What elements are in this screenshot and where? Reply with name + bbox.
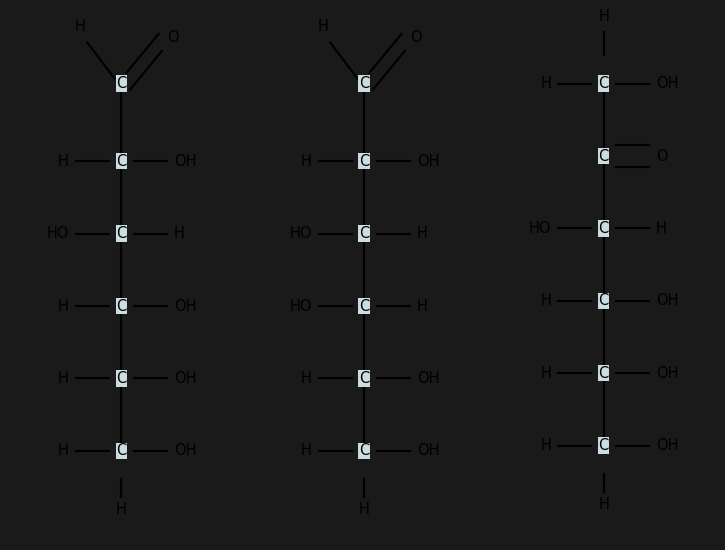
Text: C: C: [359, 226, 370, 241]
Text: OH: OH: [417, 154, 439, 169]
Text: HO: HO: [289, 299, 312, 314]
Text: OH: OH: [656, 76, 679, 91]
Text: H: H: [174, 226, 185, 241]
Text: HO: HO: [289, 226, 312, 241]
Text: H: H: [417, 226, 428, 241]
Text: OH: OH: [174, 371, 196, 386]
Text: H: H: [540, 293, 551, 309]
Text: H: H: [417, 299, 428, 314]
Text: H: H: [58, 299, 69, 314]
Text: C: C: [359, 371, 370, 386]
Text: O: O: [410, 30, 422, 45]
Text: H: H: [598, 497, 609, 512]
Text: H: H: [301, 443, 312, 458]
Text: HO: HO: [529, 221, 551, 236]
Text: OH: OH: [656, 438, 679, 453]
Text: C: C: [116, 443, 127, 458]
Text: H: H: [75, 19, 86, 34]
Text: C: C: [598, 148, 609, 163]
Text: C: C: [116, 299, 127, 314]
Text: H: H: [359, 503, 370, 518]
Text: C: C: [116, 154, 127, 169]
Text: OH: OH: [417, 443, 439, 458]
Text: H: H: [301, 371, 312, 386]
Text: H: H: [58, 371, 69, 386]
Text: OH: OH: [174, 299, 196, 314]
Text: H: H: [540, 76, 551, 91]
Text: C: C: [598, 438, 609, 453]
Text: H: H: [540, 366, 551, 381]
Text: H: H: [318, 19, 328, 34]
Text: H: H: [58, 154, 69, 169]
Text: C: C: [359, 154, 370, 169]
Text: O: O: [167, 30, 179, 45]
Text: C: C: [598, 76, 609, 91]
Text: H: H: [598, 9, 609, 24]
Text: C: C: [598, 221, 609, 236]
Text: C: C: [116, 226, 127, 241]
Text: HO: HO: [46, 226, 69, 241]
Text: C: C: [598, 293, 609, 309]
Text: H: H: [656, 221, 667, 236]
Text: OH: OH: [656, 366, 679, 381]
Text: O: O: [656, 148, 668, 163]
Text: C: C: [598, 366, 609, 381]
Text: OH: OH: [656, 293, 679, 309]
Text: H: H: [58, 443, 69, 458]
Text: C: C: [116, 76, 127, 91]
Text: H: H: [116, 503, 127, 518]
Text: OH: OH: [174, 154, 196, 169]
Text: H: H: [301, 154, 312, 169]
Text: H: H: [540, 438, 551, 453]
Text: OH: OH: [174, 443, 196, 458]
Text: C: C: [359, 299, 370, 314]
Text: C: C: [116, 371, 127, 386]
Text: C: C: [359, 443, 370, 458]
Text: OH: OH: [417, 371, 439, 386]
Text: C: C: [359, 76, 370, 91]
